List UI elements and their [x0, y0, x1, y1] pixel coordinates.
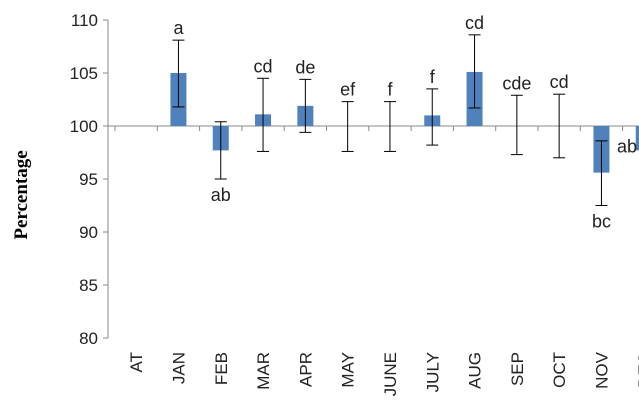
group-letter-aug: cd — [465, 13, 484, 33]
y-tick-label: 80 — [79, 329, 98, 348]
error-bar-may — [341, 101, 354, 152]
error-bar-nov — [595, 140, 608, 206]
group-letter-jan: a — [173, 18, 184, 38]
y-axis-label: Percentage — [11, 150, 32, 239]
x-tick-label-may: MAY — [339, 352, 358, 388]
error-bar-july — [426, 88, 439, 146]
group-letter-apr: de — [295, 57, 315, 77]
error-bar-sep — [510, 94, 523, 156]
group-letter-sep: cde — [502, 73, 531, 93]
group-letter-feb: ab — [211, 185, 231, 205]
x-tick-label-nov: NOV — [592, 351, 611, 389]
y-tick-label: 90 — [79, 223, 98, 242]
group-letter-july: f — [430, 67, 436, 87]
x-tick-label-at: AT — [127, 352, 146, 372]
y-tick-label: 95 — [79, 170, 98, 189]
x-tick-label-oct: OCT — [550, 352, 569, 388]
group-letter-oct: cd — [550, 72, 569, 92]
y-tick-label: 85 — [79, 276, 98, 295]
x-tick-label-feb: FEB — [212, 352, 231, 385]
group-letter-mar: cd — [254, 56, 273, 76]
x-tick-label-june: JUNE — [381, 352, 400, 396]
error-bar-june — [383, 101, 396, 152]
y-tick-label: 110 — [71, 11, 98, 30]
error-bar-mar — [257, 77, 270, 152]
x-tick-label-july: JULY — [423, 352, 442, 392]
group-letter-dec: ab — [617, 136, 637, 156]
y-tick-label: 100 — [70, 117, 98, 136]
x-tick-label-mar: MAR — [254, 352, 273, 390]
error-bar-apr — [299, 78, 312, 133]
x-tick-label-dec: DEC — [635, 352, 639, 388]
x-tick-label-jan: JAN — [169, 352, 188, 384]
x-tick-label-apr: APR — [296, 352, 315, 387]
x-tick-label-sep: SEP — [508, 352, 527, 386]
x-tick-label-aug: AUG — [466, 352, 485, 389]
y-tick-label: 105 — [70, 64, 98, 83]
bar-dec — [635, 126, 639, 151]
error-bar-feb — [214, 121, 227, 180]
group-letter-june: f — [387, 80, 393, 100]
group-letter-may: ef — [340, 80, 356, 100]
error-bar-jan — [172, 39, 185, 108]
error-bar-oct — [553, 93, 566, 159]
group-letter-nov: bc — [592, 212, 611, 232]
error-bar-aug — [468, 34, 481, 109]
